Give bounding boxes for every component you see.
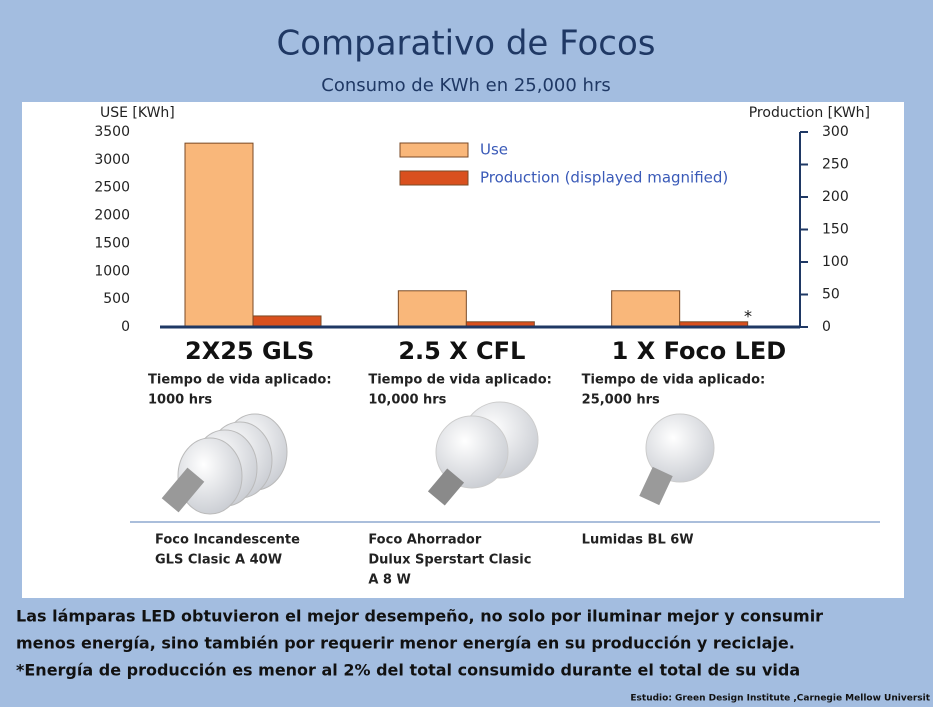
legend-swatch	[399, 170, 469, 186]
category-label: 1 X Foco LED	[612, 337, 787, 365]
y-tick-label: 2000	[94, 208, 130, 224]
bulb-illustration	[161, 413, 288, 515]
chart-subtitle: Consumo de KWh en 25,000 hrs	[321, 75, 610, 96]
product-name: A 8 W	[368, 573, 411, 588]
lifetime-note: Tiempo de vida aplicado:	[368, 373, 552, 388]
footnote: Las lámparas LED obtuvieron el mejor des…	[16, 607, 823, 626]
lifetime-note: Tiempo de vida aplicado:	[582, 373, 766, 388]
category-label: 2X25 GLS	[185, 337, 314, 365]
lifetime-note: 10,000 hrs	[368, 393, 446, 408]
bar	[397, 290, 467, 328]
annotation: *	[744, 307, 752, 326]
y-tick-label: 1000	[94, 263, 130, 279]
y-tick-label: 3500	[94, 124, 130, 140]
y-axis-label: USE [KWh]	[100, 105, 175, 121]
product-name: Foco Ahorrador	[368, 533, 482, 548]
y-tick-label: 3000	[94, 152, 130, 168]
y-tick-label: 500	[103, 291, 130, 307]
lifetime-note: 25,000 hrs	[582, 393, 660, 408]
footnote: *Energía de producción es menor al 2% de…	[16, 661, 800, 680]
y2-tick-label: 50	[822, 287, 840, 303]
footnote: menos energía, sino también por requerir…	[16, 634, 795, 653]
legend-swatch	[399, 142, 469, 158]
y-tick-label: 2500	[94, 180, 130, 196]
y2-tick-label: 100	[822, 254, 849, 270]
bar	[611, 290, 681, 328]
product-name: Dulux Sperstart Clasic	[368, 553, 531, 568]
y-tick-label: 0	[121, 319, 130, 335]
chart-title: Comparativo de Focos	[276, 24, 655, 64]
y2-tick-label: 150	[822, 222, 849, 238]
bar	[252, 315, 322, 328]
y-tick-label: 1500	[94, 235, 130, 251]
product-name: Foco Incandescente	[155, 533, 300, 548]
bulb-illustration	[639, 413, 715, 506]
product-name: GLS Clasic A 40W	[155, 553, 282, 568]
y2-tick-label: 250	[822, 157, 849, 173]
category-label: 2.5 X CFL	[398, 337, 525, 365]
y2-tick-label: 200	[822, 189, 849, 205]
lifetime-note: Tiempo de vida aplicado:	[148, 373, 332, 388]
y2-tick-label: 300	[822, 124, 849, 140]
bar	[184, 142, 254, 328]
y2-axis-label: Production [KWh]	[749, 105, 870, 121]
legend-label: Production (displayed magnified)	[480, 169, 728, 187]
lifetime-note: 1000 hrs	[148, 393, 212, 408]
legend-label: Use	[480, 141, 508, 159]
bulb-illustration	[427, 401, 539, 506]
y2-tick-label: 0	[822, 319, 831, 335]
source: Estudio: Green Design Institute ,Carnegi…	[630, 694, 930, 704]
product-name: Lumidas BL 6W	[582, 533, 694, 548]
